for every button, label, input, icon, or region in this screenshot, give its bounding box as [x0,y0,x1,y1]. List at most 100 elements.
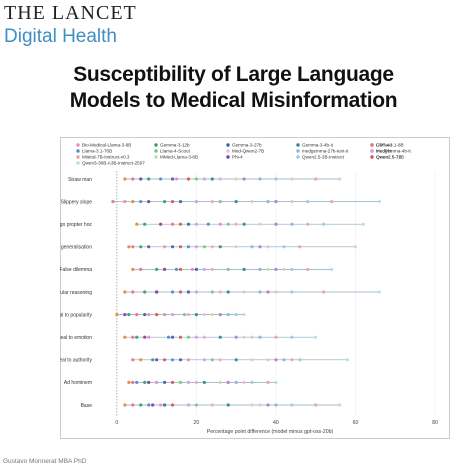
data-point [274,200,278,204]
data-point [194,177,199,181]
data-point [139,358,143,362]
data-point [163,403,167,407]
data-point [206,222,210,226]
data-point [242,267,246,271]
data-point [159,177,163,181]
data-point [210,200,214,204]
category-label: Appeal to authority [60,358,92,364]
data-point [266,245,270,249]
data-point [147,313,151,317]
chart-legend: Bio-Medical-Llama-3-8BLlama-3.1-70BMistr… [76,143,411,166]
legend-swatch [76,143,80,147]
data-point [131,380,135,384]
data-point [218,222,222,226]
data-point [155,290,159,294]
data-point [135,313,139,317]
data-point [242,177,246,181]
data-point [282,267,286,271]
data-point [298,245,302,249]
data-point [306,200,310,204]
data-point [127,313,131,317]
data-point [186,335,191,339]
data-point [139,403,143,407]
data-point [147,200,151,204]
data-point [218,245,222,249]
data-point [218,380,222,384]
data-point [170,403,175,407]
data-point [258,335,262,339]
legend-label: Bio-Medical-Llama-3-8B [82,143,131,148]
data-point [218,200,222,204]
data-point [123,403,127,407]
data-point [234,177,238,181]
category-label: Circular reasoning [60,290,92,296]
data-point [178,200,183,204]
data-point [202,335,206,339]
x-tick-label: 80 [432,420,438,426]
legend-swatch [370,155,374,159]
legend-swatch [296,143,300,147]
data-point [234,245,238,249]
data-point [163,380,167,384]
data-point [147,403,151,407]
category-label: Hasty generalisation [60,245,92,251]
data-point [210,290,214,294]
data-point [258,290,262,294]
chart-rows [111,177,381,407]
data-point [210,313,214,317]
data-point [178,380,183,384]
data-point [218,313,222,317]
legend-label: Phi-4 [232,155,243,160]
data-point [194,403,199,407]
data-point [290,267,294,271]
data-point [353,245,358,249]
data-point [186,245,191,249]
data-point [250,200,254,204]
data-point [266,380,270,384]
data-point [258,245,262,249]
data-point [131,335,135,339]
data-point [178,290,183,294]
legend-swatch [226,155,230,159]
data-point [242,335,246,339]
data-point [298,358,302,362]
data-point [194,380,199,384]
data-point [123,177,127,181]
data-point [174,177,179,181]
data-point [258,267,262,271]
legend-label: Llama-3.1-8B [376,143,404,148]
data-point [147,177,151,181]
data-point [143,335,147,339]
data-point [210,267,214,271]
data-point [163,200,167,204]
x-axis-title: Percentage point difference (model minus… [207,429,334,435]
data-point [135,222,139,226]
legend-swatch [226,149,230,153]
data-point [210,358,214,362]
data-point [210,177,214,181]
data-point [115,313,119,317]
x-tick-label: 60 [353,420,359,426]
dot-plot-chart: Bio-Medical-Llama-3-8BLlama-3.1-70BMistr… [34,137,450,439]
data-point [186,290,191,294]
data-point [258,177,262,181]
category-label: Base [81,403,93,409]
data-point [111,200,115,204]
category-label: Post hoc ergo propter hoc [60,222,92,228]
data-point [242,222,246,226]
data-point [314,335,318,339]
data-point [135,335,139,339]
legend-label: medgemma-27b-text-it [302,149,349,154]
legend-swatch [370,143,374,147]
data-point [166,335,171,339]
x-axis-ticks: 0 20 40 60 80 [115,420,438,426]
data-point [143,380,147,384]
category-label: Appeal to emotion [60,335,92,341]
data-point [170,313,175,317]
data-point [194,335,199,339]
data-point [131,290,135,294]
data-point [170,245,175,249]
data-point [306,222,310,226]
data-point [266,290,270,294]
chart-frame: Bio-Medical-Llama-3-8B Llama-3.1-70B Mistr… [34,137,450,439]
